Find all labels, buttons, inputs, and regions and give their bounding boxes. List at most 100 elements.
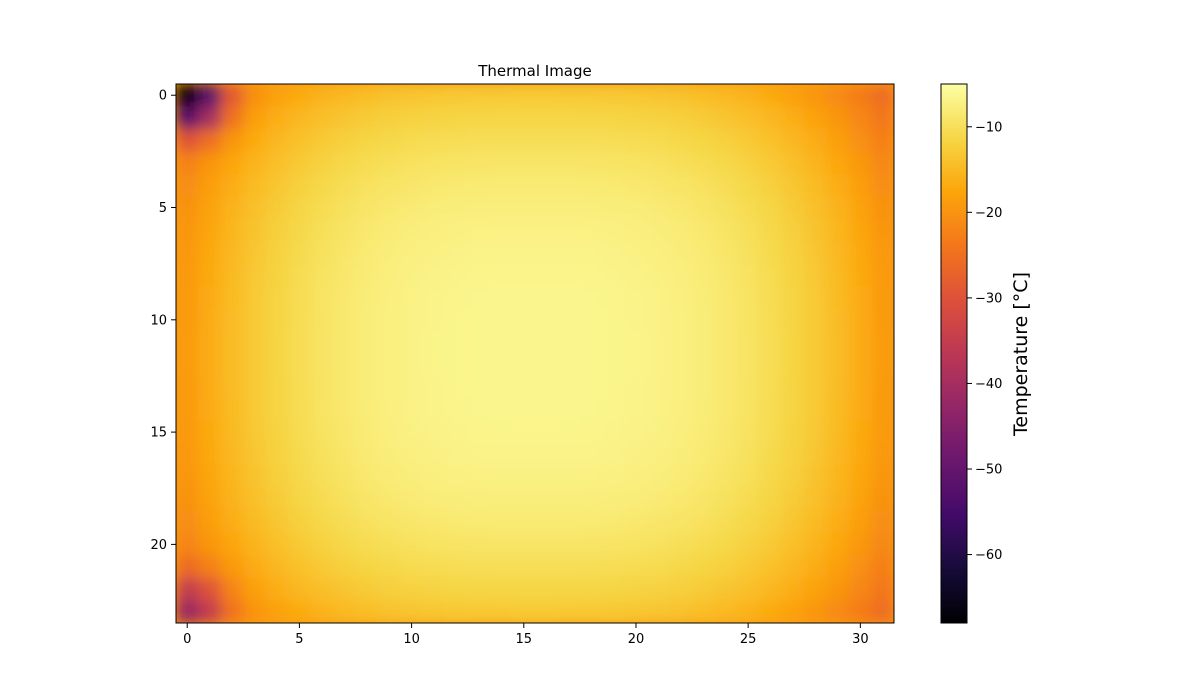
heatmap-cell — [602, 353, 626, 377]
heatmap-cell — [826, 398, 850, 422]
heatmap-cell — [220, 465, 244, 489]
heatmap-cell — [602, 241, 626, 265]
colorbar-axis: −10 −20 −30 −40 −50 −60 — [967, 120, 1002, 563]
heatmap-cell — [692, 420, 716, 444]
heatmap-cell — [624, 600, 648, 623]
heatmap-cell — [669, 128, 693, 152]
heatmap-cell — [736, 106, 760, 130]
heatmap-cell — [400, 555, 424, 579]
heatmap-cell — [669, 398, 693, 422]
heatmap-cell — [265, 151, 289, 175]
heatmap-cell — [422, 263, 446, 287]
heatmap-cell — [512, 331, 536, 355]
heatmap-cell — [849, 555, 873, 579]
heatmap-cell — [624, 555, 648, 579]
heatmap-cell — [759, 398, 783, 422]
heatmap-cell — [400, 465, 424, 489]
heatmap-cell — [422, 443, 446, 467]
heatmap-cell — [579, 398, 603, 422]
heatmap-cell — [490, 173, 514, 197]
heatmap-cell — [377, 375, 401, 400]
heatmap-cell — [377, 84, 401, 108]
heatmap-cell — [288, 443, 312, 467]
heatmap-cell — [400, 308, 424, 332]
heatmap-cell — [198, 443, 222, 467]
heatmap-cell — [445, 420, 469, 444]
heatmap-cell — [535, 510, 559, 534]
x-tick-label: 20 — [628, 632, 645, 647]
heatmap-cell — [849, 84, 873, 108]
heatmap-cell — [333, 578, 357, 602]
heatmap-cell — [333, 533, 357, 557]
heatmap-cell — [490, 443, 514, 467]
heatmap-cell — [602, 128, 626, 152]
heatmap-cell — [445, 398, 469, 422]
heatmap-cell — [400, 151, 424, 175]
heatmap-cell — [422, 196, 446, 220]
heatmap-cell — [759, 128, 783, 152]
heatmap-cell — [804, 308, 828, 332]
heatmap-cell — [467, 353, 491, 377]
heatmap-cell — [288, 308, 312, 332]
heatmap-cell — [624, 173, 648, 197]
heatmap-cell — [490, 241, 514, 265]
heatmap-cell — [535, 84, 559, 108]
heatmap-cell — [467, 286, 491, 310]
heatmap-cell — [490, 420, 514, 444]
heatmap-cell — [288, 555, 312, 579]
heatmap-cell — [176, 465, 200, 489]
heatmap-cell — [310, 331, 334, 355]
heatmap-cell — [669, 375, 693, 400]
heatmap-cell — [535, 398, 559, 422]
x-tick-label: 25 — [740, 632, 757, 647]
x-axis: 0 5 10 15 20 25 30 — [183, 623, 869, 647]
heatmap-cell — [804, 173, 828, 197]
heatmap-cell — [535, 353, 559, 377]
heatmap-cell — [871, 443, 894, 467]
heatmap-cell — [849, 533, 873, 557]
heatmap-cell — [265, 555, 289, 579]
heatmap-cell — [333, 555, 357, 579]
heatmap-cell — [265, 106, 289, 130]
heatmap-cell — [243, 420, 267, 444]
heatmap-cell — [714, 84, 738, 108]
heatmap-cell — [288, 218, 312, 242]
heatmap-cell — [512, 600, 536, 623]
heatmap-cell — [445, 196, 469, 220]
heatmap-cell — [535, 286, 559, 310]
heatmap-cell — [445, 128, 469, 152]
heatmap-cell — [557, 555, 581, 579]
heatmap-cell — [333, 308, 357, 332]
heatmap-cell — [624, 510, 648, 534]
heatmap-cell — [579, 353, 603, 377]
heatmap-cell — [714, 218, 738, 242]
heatmap-cell — [714, 510, 738, 534]
heatmap-cell — [624, 218, 648, 242]
heatmap-cell — [176, 84, 200, 108]
heatmap-cell — [714, 443, 738, 467]
heatmap-cell — [243, 600, 267, 623]
heatmap-cell — [220, 353, 244, 377]
heatmap-cell — [736, 331, 760, 355]
heatmap-cell — [624, 241, 648, 265]
heatmap-cell — [512, 510, 536, 534]
heatmap-cell — [871, 331, 894, 355]
heatmap-cell — [647, 173, 671, 197]
heatmap-cell — [355, 510, 379, 534]
heatmap-cell — [400, 398, 424, 422]
heatmap-cell — [333, 241, 357, 265]
heatmap-cell — [759, 308, 783, 332]
heatmap-cell — [288, 106, 312, 130]
heatmap-cell — [535, 533, 559, 557]
heatmap-cell — [512, 241, 536, 265]
heatmap-cells — [176, 84, 894, 623]
heatmap-cell — [220, 578, 244, 602]
heatmap-cell — [490, 196, 514, 220]
y-tick-label: 20 — [150, 538, 167, 553]
heatmap-cell — [333, 84, 357, 108]
heatmap-cell — [602, 218, 626, 242]
heatmap-cell — [624, 151, 648, 175]
heatmap-cell — [804, 218, 828, 242]
heatmap-cell — [422, 420, 446, 444]
heatmap-cell — [220, 218, 244, 242]
